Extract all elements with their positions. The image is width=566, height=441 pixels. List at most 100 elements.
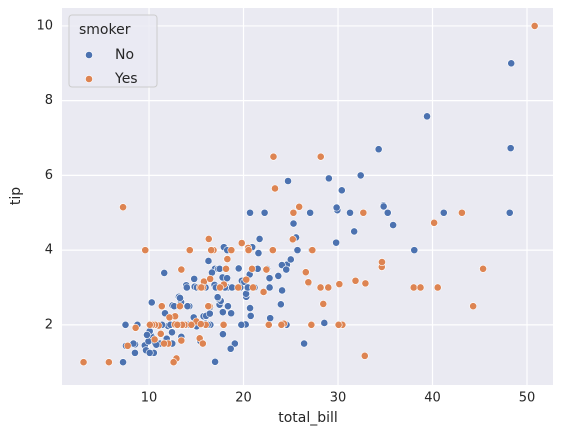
point xyxy=(218,308,227,317)
point xyxy=(319,300,328,308)
point xyxy=(168,328,176,337)
point xyxy=(173,320,182,329)
point xyxy=(266,314,275,323)
point xyxy=(255,235,264,243)
point xyxy=(307,320,316,329)
legend-label: Yes xyxy=(114,71,138,87)
point xyxy=(244,246,253,255)
point xyxy=(234,264,243,273)
point xyxy=(196,320,205,328)
point xyxy=(324,174,333,183)
point xyxy=(230,339,239,348)
point xyxy=(219,330,227,339)
point xyxy=(246,311,255,320)
point xyxy=(334,320,343,329)
y-tick-label: 6 xyxy=(45,168,53,183)
x-tick-label: 30 xyxy=(330,391,347,406)
point xyxy=(223,255,232,263)
x-tick-label: 10 xyxy=(141,391,158,406)
point xyxy=(211,357,219,366)
point xyxy=(479,264,487,273)
point xyxy=(265,283,274,292)
point xyxy=(227,309,236,318)
point xyxy=(530,22,539,30)
legend: smoker No Yes xyxy=(68,14,158,88)
x-tick-label: 20 xyxy=(235,391,252,406)
point xyxy=(360,351,369,360)
legend-title: smoker xyxy=(79,22,131,38)
point xyxy=(156,329,165,338)
point xyxy=(506,144,515,153)
point xyxy=(278,286,286,295)
point xyxy=(242,289,250,298)
point xyxy=(332,238,341,247)
point xyxy=(226,344,235,353)
x-tick-label: 50 xyxy=(519,391,536,406)
point xyxy=(356,171,365,180)
legend-label: No xyxy=(115,47,134,63)
point xyxy=(265,274,274,283)
point xyxy=(197,283,206,292)
point xyxy=(246,208,254,217)
point xyxy=(337,186,346,195)
point xyxy=(177,265,186,274)
point xyxy=(276,300,285,309)
point xyxy=(123,341,132,350)
point xyxy=(224,302,232,311)
point xyxy=(213,293,222,302)
point xyxy=(234,283,243,292)
point xyxy=(416,283,425,292)
point xyxy=(286,255,295,264)
point xyxy=(433,283,442,292)
point xyxy=(169,358,178,367)
point xyxy=(150,335,159,344)
y-tick-label: 8 xyxy=(45,93,53,108)
point xyxy=(458,208,466,217)
point xyxy=(79,358,88,367)
point xyxy=(176,294,184,302)
point xyxy=(335,280,344,289)
point xyxy=(141,246,150,255)
point xyxy=(410,246,419,255)
point xyxy=(359,208,368,217)
point xyxy=(157,302,166,311)
y-tick-label: 10 xyxy=(36,18,53,33)
point xyxy=(219,320,228,329)
point xyxy=(389,221,398,229)
point xyxy=(351,276,360,285)
point xyxy=(304,278,313,287)
point xyxy=(293,246,302,255)
point xyxy=(147,298,156,307)
point xyxy=(306,208,315,217)
point xyxy=(254,249,263,258)
point xyxy=(332,203,341,212)
point xyxy=(204,257,213,265)
point xyxy=(259,288,268,296)
legend-marker xyxy=(85,51,93,59)
point xyxy=(160,339,168,348)
point xyxy=(145,348,154,357)
point xyxy=(409,283,418,292)
point xyxy=(223,274,231,283)
point xyxy=(246,304,254,312)
point xyxy=(378,258,386,266)
point xyxy=(308,246,317,255)
point xyxy=(165,313,174,322)
point xyxy=(262,265,271,274)
point xyxy=(242,275,251,284)
point xyxy=(176,302,184,311)
point xyxy=(145,320,154,329)
point xyxy=(131,323,140,332)
point xyxy=(204,235,213,243)
point xyxy=(324,283,333,292)
point xyxy=(507,59,516,68)
point xyxy=(320,319,329,327)
point xyxy=(143,331,151,339)
point xyxy=(430,218,439,227)
point xyxy=(271,184,279,193)
point xyxy=(121,320,130,329)
y-tick-label: 4 xyxy=(45,243,53,258)
legend-box xyxy=(68,14,158,88)
point xyxy=(289,208,298,217)
point xyxy=(249,283,257,292)
